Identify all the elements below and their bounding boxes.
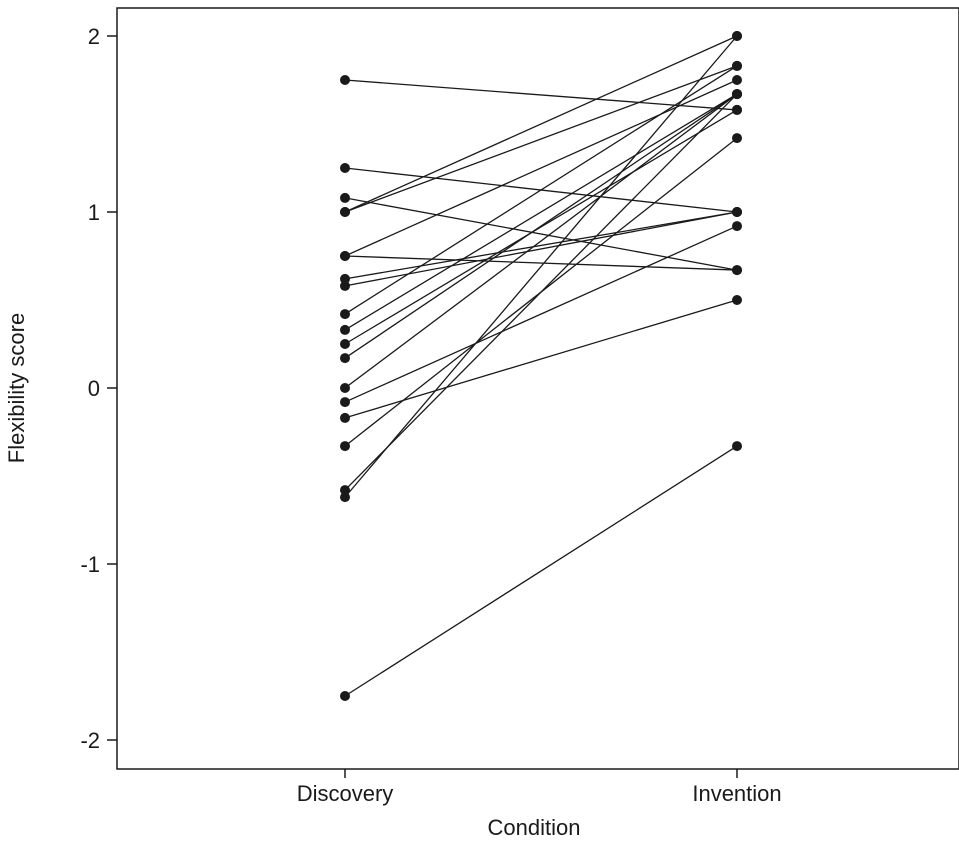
data-point — [732, 441, 742, 452]
data-point — [340, 412, 350, 423]
data-point — [732, 60, 742, 71]
series-line — [344, 65, 738, 315]
data-point — [340, 163, 350, 173]
y-tick-label: 1 — [88, 200, 100, 225]
series-line — [344, 211, 738, 287]
data-point — [732, 295, 742, 305]
series-line — [344, 79, 738, 111]
x-axis-ticks: Discovery Invention — [297, 769, 782, 806]
data-point — [340, 273, 350, 284]
series-line — [344, 211, 738, 280]
series-line — [344, 109, 738, 345]
data-point — [340, 192, 350, 203]
series-line — [344, 197, 738, 271]
series-line — [344, 93, 738, 389]
data-point — [340, 251, 350, 261]
x-tick-label: Invention — [692, 781, 781, 806]
data-point — [340, 691, 350, 701]
data-point — [340, 280, 350, 291]
y-axis-ticks: -2 -1 0 1 2 — [80, 24, 117, 753]
data-point — [340, 492, 350, 503]
data-point — [340, 75, 350, 85]
x-tick-label: Discovery — [297, 781, 394, 806]
data-point — [340, 207, 350, 217]
series-lines — [344, 35, 738, 697]
data-point — [732, 207, 742, 217]
data-point — [732, 89, 742, 100]
data-point — [732, 265, 742, 276]
x-axis-title: Condition — [488, 815, 581, 840]
data-point — [340, 441, 350, 452]
y-tick-label: -1 — [80, 552, 100, 577]
y-axis-title: Flexibility score — [4, 313, 29, 463]
series-line — [344, 65, 738, 213]
data-point — [732, 75, 742, 85]
data-point — [340, 485, 350, 496]
data-point — [732, 221, 742, 232]
series-line — [344, 35, 738, 498]
plot-frame — [116, 7, 959, 770]
data-point — [340, 309, 350, 320]
series-line — [344, 35, 738, 213]
data-point — [732, 133, 742, 144]
y-tick-label: 2 — [88, 24, 100, 49]
series-line — [344, 93, 738, 491]
data-point — [732, 104, 742, 115]
series-line — [344, 93, 738, 359]
series-line — [344, 445, 738, 697]
series-line — [344, 299, 738, 419]
series-line — [344, 225, 738, 403]
series-points — [340, 31, 742, 701]
series-line — [344, 93, 738, 331]
data-point — [340, 339, 350, 349]
y-tick-label: -2 — [80, 728, 100, 753]
data-point — [732, 31, 742, 41]
data-point — [340, 383, 350, 393]
y-tick-label: 0 — [88, 376, 100, 401]
data-point — [340, 324, 350, 335]
data-point — [340, 397, 350, 408]
series-line — [344, 79, 738, 257]
series-line — [344, 255, 738, 271]
data-point — [340, 353, 350, 364]
